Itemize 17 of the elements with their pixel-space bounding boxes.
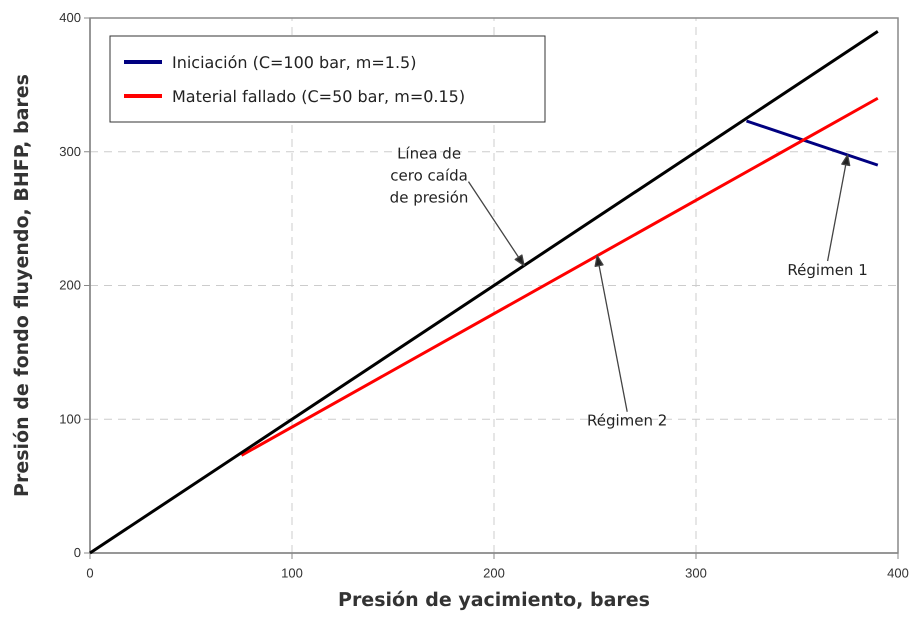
x-tick-label: 300 bbox=[685, 566, 707, 581]
x-tick-label: 400 bbox=[887, 566, 909, 581]
annotation: Régimen 1 bbox=[787, 260, 868, 279]
y-tick-label: 400 bbox=[59, 10, 81, 26]
annotation: Línea de cero caída de presión bbox=[390, 144, 468, 207]
y-tick-label: 100 bbox=[59, 411, 81, 426]
y-axis-title: Presión de fondo fluyendo, BHFP, bares bbox=[11, 74, 33, 497]
y-tick-label: 300 bbox=[59, 144, 81, 159]
x-tick-label: 0 bbox=[86, 566, 94, 581]
legend-label: Material fallado (C=50 bar, m=0.15) bbox=[172, 87, 466, 106]
legend-label: Iniciación (C=100 bar, m=1.5) bbox=[172, 53, 416, 72]
x-axis-title: Presión de yacimiento, bares bbox=[338, 589, 650, 611]
annotation: Régimen 2 bbox=[587, 412, 668, 430]
x-tick-label: 100 bbox=[281, 566, 303, 581]
y-tick-label: 0 bbox=[74, 545, 81, 560]
y-tick-label: 200 bbox=[59, 278, 81, 293]
x-tick-label: 200 bbox=[483, 566, 505, 581]
